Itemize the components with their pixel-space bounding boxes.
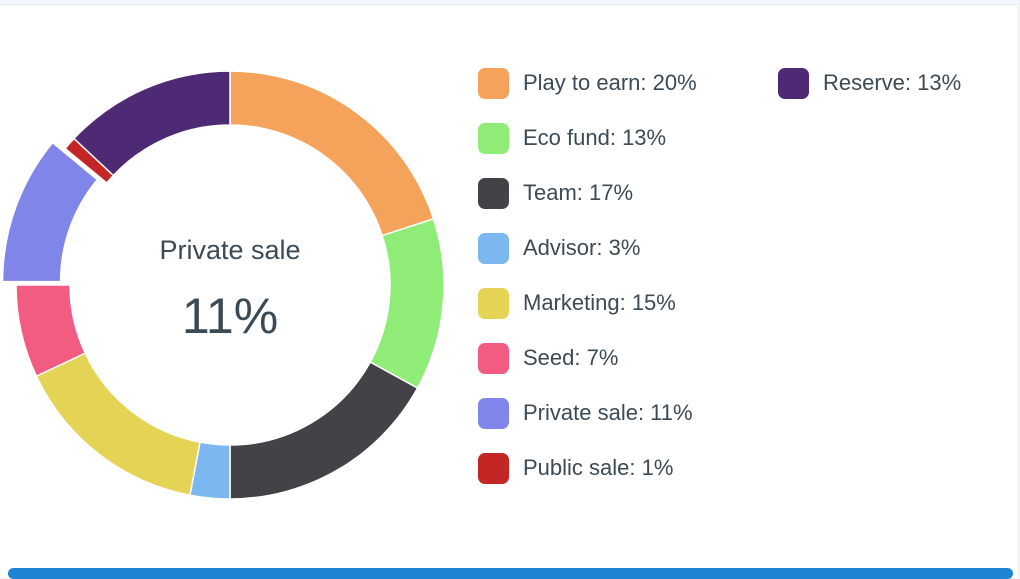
chart-card: Private sale 11% Play to earn: 20% Eco fu… (0, 4, 1019, 577)
slice-eco-fund[interactable] (369, 217, 445, 390)
slice-seed[interactable] (15, 284, 87, 378)
slice-private-sale[interactable] (1, 141, 99, 283)
legend-item-public-sale[interactable]: Public sale: 1% (478, 451, 673, 485)
legend-swatch (478, 177, 509, 209)
legend-item-private-sale[interactable]: Private sale: 11% (478, 396, 693, 430)
center-value: 11% (182, 288, 278, 344)
legend-swatch (478, 287, 509, 319)
legend-swatch (478, 397, 509, 429)
slice-play-to-earn[interactable] (229, 70, 435, 237)
slice-team[interactable] (229, 361, 419, 500)
legend-label: Play to earn: 20% (523, 70, 697, 95)
legend-label: Advisor: 3% (523, 235, 641, 260)
center-label: Private sale (159, 235, 300, 265)
legend-swatch (478, 122, 509, 154)
legend-item-marketing[interactable]: Marketing: 15% (478, 286, 676, 320)
donut-chart[interactable]: Private sale 11% (0, 65, 460, 505)
legend-label: Reserve: 13% (823, 70, 962, 95)
legend-swatch (478, 452, 509, 484)
horizontal-scrollbar[interactable] (8, 568, 1013, 579)
legend-label: Private sale: 11% (523, 400, 693, 425)
slice-reserve[interactable] (72, 70, 231, 177)
donut-slices (1, 70, 445, 500)
legend-swatch (478, 232, 509, 264)
legend-swatch (778, 67, 809, 99)
legend-item-play-to-earn[interactable]: Play to earn: 20% (478, 66, 697, 100)
legend-item-reserve[interactable]: Reserve: 13% (778, 66, 961, 100)
legend-label: Eco fund: 13% (523, 125, 667, 150)
legend-item-team[interactable]: Team: 17% (478, 176, 633, 210)
legend-label: Public sale: 1% (523, 455, 674, 480)
legend-label: Marketing: 15% (523, 290, 676, 315)
slice-marketing[interactable] (35, 352, 201, 497)
legend-swatch (478, 67, 509, 99)
legend-item-eco-fund[interactable]: Eco fund: 13% (478, 121, 666, 155)
legend-label: Seed: 7% (523, 345, 619, 370)
legend-item-seed[interactable]: Seed: 7% (478, 341, 618, 375)
legend-item-advisor[interactable]: Advisor: 3% (478, 231, 640, 265)
legend-swatch (478, 342, 509, 374)
legend-label: Team: 17% (523, 180, 634, 205)
